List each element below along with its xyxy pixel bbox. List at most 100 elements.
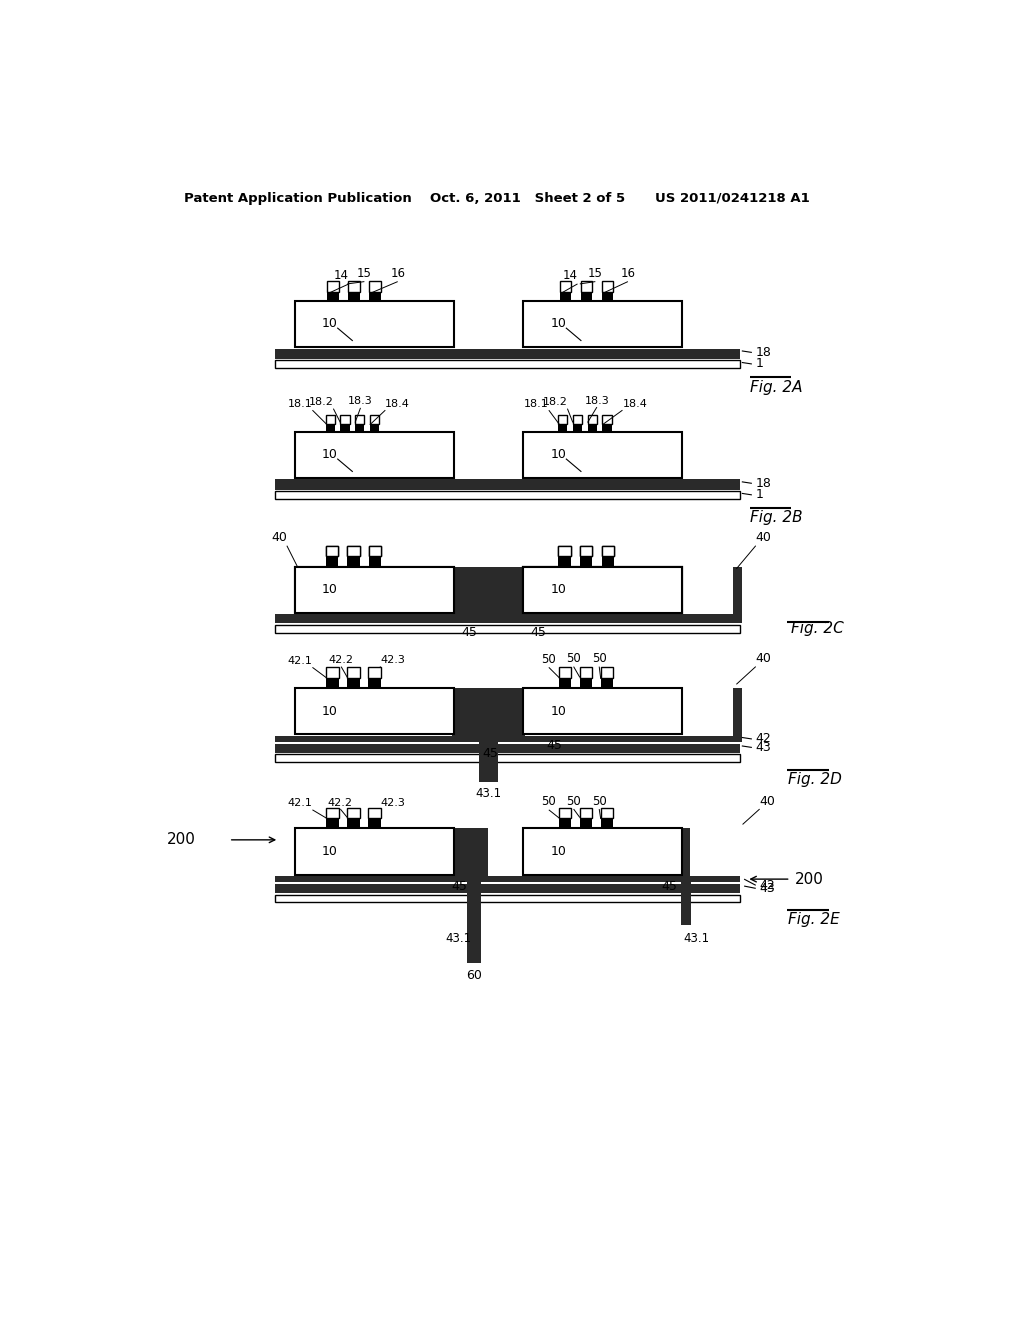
Text: 15: 15 — [588, 267, 603, 280]
Bar — [558, 557, 570, 566]
Bar — [572, 424, 583, 432]
Bar — [602, 414, 611, 424]
Bar — [327, 678, 339, 688]
Bar — [275, 626, 740, 632]
Text: 50: 50 — [566, 652, 581, 665]
Bar — [327, 818, 339, 829]
Bar — [581, 292, 592, 301]
Bar — [580, 678, 592, 688]
Text: 42.1: 42.1 — [288, 799, 312, 808]
Bar — [347, 808, 359, 818]
Text: 18.4: 18.4 — [623, 399, 647, 409]
Bar — [452, 688, 524, 742]
Bar — [348, 292, 359, 301]
Bar — [340, 414, 349, 424]
Text: 42.2: 42.2 — [328, 797, 353, 808]
Text: 10: 10 — [322, 317, 338, 330]
Text: 14: 14 — [562, 269, 578, 282]
Bar — [681, 829, 690, 882]
Bar — [732, 688, 741, 742]
Text: Fig. 2B: Fig. 2B — [751, 511, 803, 525]
Text: 10: 10 — [322, 845, 338, 858]
Bar — [580, 818, 592, 829]
Text: 10: 10 — [322, 705, 338, 718]
Text: 18.3: 18.3 — [348, 396, 373, 407]
Text: 42: 42 — [756, 733, 771, 746]
Text: US 2011/0241218 A1: US 2011/0241218 A1 — [655, 191, 810, 205]
Bar — [326, 545, 338, 557]
Bar — [588, 424, 597, 432]
Bar — [347, 668, 359, 678]
Bar — [326, 557, 338, 566]
Bar — [275, 614, 740, 623]
Bar — [558, 557, 570, 566]
Text: 10: 10 — [550, 705, 566, 718]
Bar — [370, 424, 379, 432]
Bar — [601, 808, 613, 818]
Bar — [347, 545, 359, 557]
Bar — [355, 414, 365, 424]
Bar — [369, 818, 381, 829]
Text: 42: 42 — [760, 879, 775, 892]
Bar — [580, 545, 592, 557]
Text: Patent Application Publication: Patent Application Publication — [183, 191, 412, 205]
Bar — [326, 414, 335, 424]
Text: 43.1: 43.1 — [445, 932, 472, 945]
Bar — [340, 424, 349, 432]
Text: 18.2: 18.2 — [308, 397, 334, 407]
Text: 60: 60 — [466, 969, 481, 982]
Bar — [588, 414, 597, 424]
Bar — [347, 557, 359, 566]
Bar — [580, 808, 592, 818]
Text: Oct. 6, 2011   Sheet 2 of 5: Oct. 6, 2011 Sheet 2 of 5 — [430, 191, 626, 205]
Text: 1: 1 — [756, 358, 764, 371]
Bar — [326, 545, 338, 557]
Bar — [295, 566, 454, 612]
Bar — [479, 742, 498, 781]
Bar — [348, 281, 359, 292]
Text: 45: 45 — [461, 626, 477, 639]
Text: 18: 18 — [756, 346, 772, 359]
Bar — [295, 688, 454, 734]
Bar — [572, 414, 583, 424]
Bar — [295, 432, 454, 478]
Text: 42.2: 42.2 — [329, 655, 353, 665]
Text: 14: 14 — [334, 269, 349, 282]
Bar — [295, 566, 454, 612]
Text: 18.2: 18.2 — [543, 397, 567, 407]
Bar — [601, 818, 613, 829]
Text: 16: 16 — [390, 267, 406, 280]
Bar — [580, 545, 592, 557]
Text: 43: 43 — [760, 882, 775, 895]
Bar — [327, 808, 339, 818]
Bar — [601, 678, 613, 688]
Bar — [560, 281, 571, 292]
Bar — [558, 414, 567, 424]
Bar — [369, 292, 381, 301]
Text: 16: 16 — [621, 267, 635, 280]
Text: 10: 10 — [550, 317, 566, 330]
Text: 50: 50 — [592, 795, 606, 808]
Text: 18.1: 18.1 — [288, 399, 312, 409]
Bar — [370, 414, 379, 424]
Bar — [580, 668, 592, 678]
Bar — [275, 479, 740, 490]
Bar — [523, 566, 682, 612]
Text: 42.3: 42.3 — [381, 655, 406, 665]
Bar — [347, 678, 359, 688]
Bar — [275, 755, 740, 762]
Bar — [347, 545, 359, 557]
Bar — [558, 545, 570, 557]
Bar — [559, 678, 571, 688]
Text: 40: 40 — [760, 795, 775, 808]
Text: 50: 50 — [566, 795, 581, 808]
Bar — [601, 281, 613, 292]
Text: 18.1: 18.1 — [524, 399, 549, 409]
Bar — [452, 829, 488, 882]
Bar — [327, 668, 339, 678]
Bar — [523, 566, 682, 612]
Bar — [467, 882, 480, 964]
Bar — [369, 557, 381, 566]
Text: 43: 43 — [756, 741, 771, 754]
Bar — [601, 557, 614, 566]
